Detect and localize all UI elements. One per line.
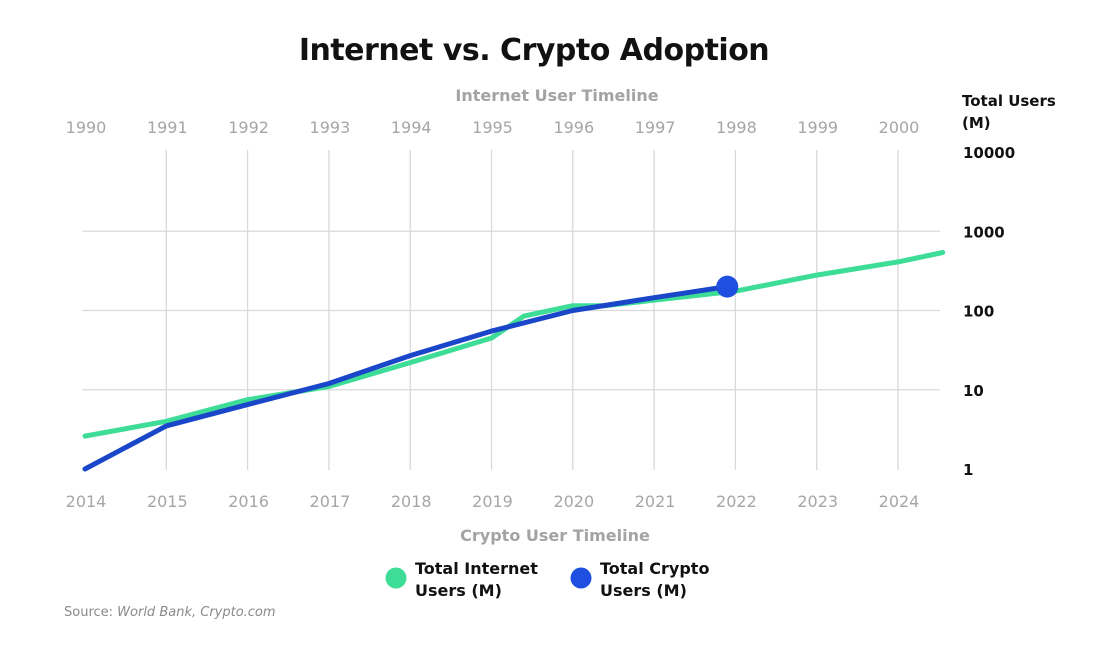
series-layer: [82, 250, 946, 472]
legend-label-line2: Users (M): [415, 581, 502, 600]
bottom-axis-tick: 2022: [716, 492, 757, 511]
top-axis-tick: 1994: [391, 118, 432, 137]
bottom-axis-tick: 2021: [635, 492, 676, 511]
top-axis-tick: 1995: [472, 118, 513, 137]
top-axis-tick: 1992: [228, 118, 269, 137]
bottom-axis-tick: 2014: [66, 492, 107, 511]
bottom-axis-tick: 2024: [879, 492, 920, 511]
top-axis-tick: 1999: [797, 118, 838, 137]
chart-title: Internet vs. Crypto Adoption: [299, 33, 769, 68]
y-axis-tick: 1000: [963, 223, 1005, 241]
legend-crypto-swatch: [570, 567, 592, 589]
y-axis-title-line2: (M): [962, 114, 991, 132]
y-axis-tick: 100: [963, 303, 994, 321]
y-axis-title-line1: Total Users: [962, 92, 1056, 110]
bottom-axis-title: Crypto User Timeline: [460, 526, 650, 545]
y-axis-tick: 10: [963, 382, 984, 400]
bottom-axis-tick: 2019: [472, 492, 513, 511]
top-axis-tick: 1993: [310, 118, 351, 137]
source-text: World Bank, Crypto.com: [117, 605, 275, 620]
y-axis-tick: 1: [963, 461, 973, 479]
bottom-axis-tick: 2018: [391, 492, 432, 511]
top-axis-tick: 1996: [553, 118, 594, 137]
source-note: Source: World Bank, Crypto.com: [64, 605, 276, 620]
top-axis-tick: 1991: [147, 118, 188, 137]
tick-layer: 1990 1991 1992 1993 1994 1995 1996 1997 1998 1999…: [66, 118, 1016, 511]
bottom-axis-tick: 2016: [228, 492, 269, 511]
source-prefix: Source:: [64, 605, 117, 620]
legend-label-line1: Total Crypto: [600, 559, 709, 578]
bottom-axis-tick: 2015: [147, 492, 188, 511]
legend-internet-swatch: [385, 567, 407, 589]
top-axis-tick: 1998: [716, 118, 757, 137]
grid-layer: [82, 150, 940, 470]
bottom-axis-tick: 2023: [797, 492, 838, 511]
crypto-users-line: [82, 284, 730, 472]
legend: Total Internet Users (M) Total Crypto Users…: [385, 559, 709, 600]
internet-users-line: [82, 250, 946, 439]
legend-label-line1: Total Internet: [415, 559, 538, 578]
top-axis-title: Internet User Timeline: [455, 86, 658, 105]
crypto-current-marker: [716, 275, 739, 298]
y-axis-tick: 10000: [963, 144, 1015, 162]
bottom-axis-tick: 2020: [553, 492, 594, 511]
bottom-axis-tick: 2017: [310, 492, 351, 511]
legend-label-line2: Users (M): [600, 581, 687, 600]
top-axis-tick: 1990: [66, 118, 107, 137]
top-axis-tick: 2000: [879, 118, 920, 137]
top-axis-tick: 1997: [635, 118, 676, 137]
